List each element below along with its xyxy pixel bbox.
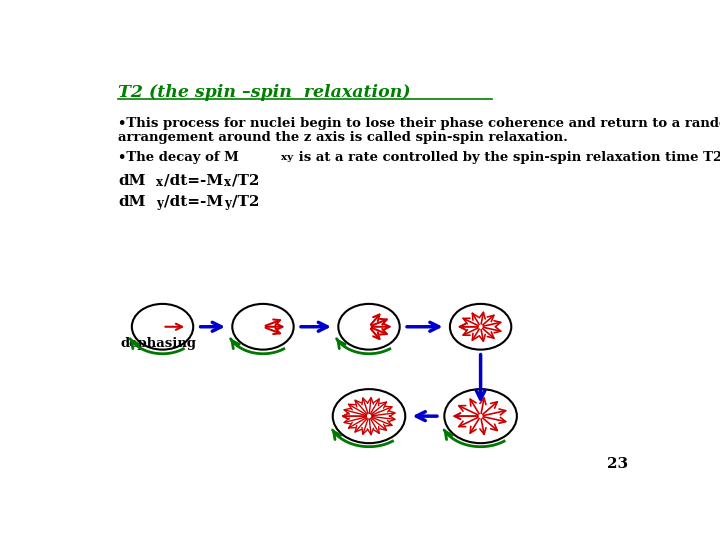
Text: •The decay of M: •The decay of M — [118, 151, 238, 164]
Text: /T2: /T2 — [232, 194, 259, 208]
Text: is at a rate controlled by the spin-spin relaxation time T2.: is at a rate controlled by the spin-spin… — [294, 151, 720, 164]
Text: y: y — [224, 197, 231, 210]
Text: x: x — [224, 176, 231, 189]
Text: y: y — [156, 197, 163, 210]
Text: dephasing: dephasing — [121, 337, 197, 350]
Text: /T2: /T2 — [232, 174, 259, 188]
Text: xy: xy — [281, 153, 293, 163]
Text: dM: dM — [118, 194, 145, 208]
Text: 23: 23 — [608, 457, 629, 471]
Text: /dt=-M: /dt=-M — [164, 194, 223, 208]
Text: dM: dM — [118, 174, 145, 188]
Text: /dt=-M: /dt=-M — [164, 174, 223, 188]
Text: •This process for nuclei begin to lose their phase coherence and return to a ran: •This process for nuclei begin to lose t… — [118, 117, 720, 130]
Text: arrangement around the z axis is called spin-spin relaxation.: arrangement around the z axis is called … — [118, 131, 568, 144]
Text: x: x — [156, 176, 163, 189]
Text: T2 (the spin –spin  relaxation): T2 (the spin –spin relaxation) — [118, 84, 410, 100]
